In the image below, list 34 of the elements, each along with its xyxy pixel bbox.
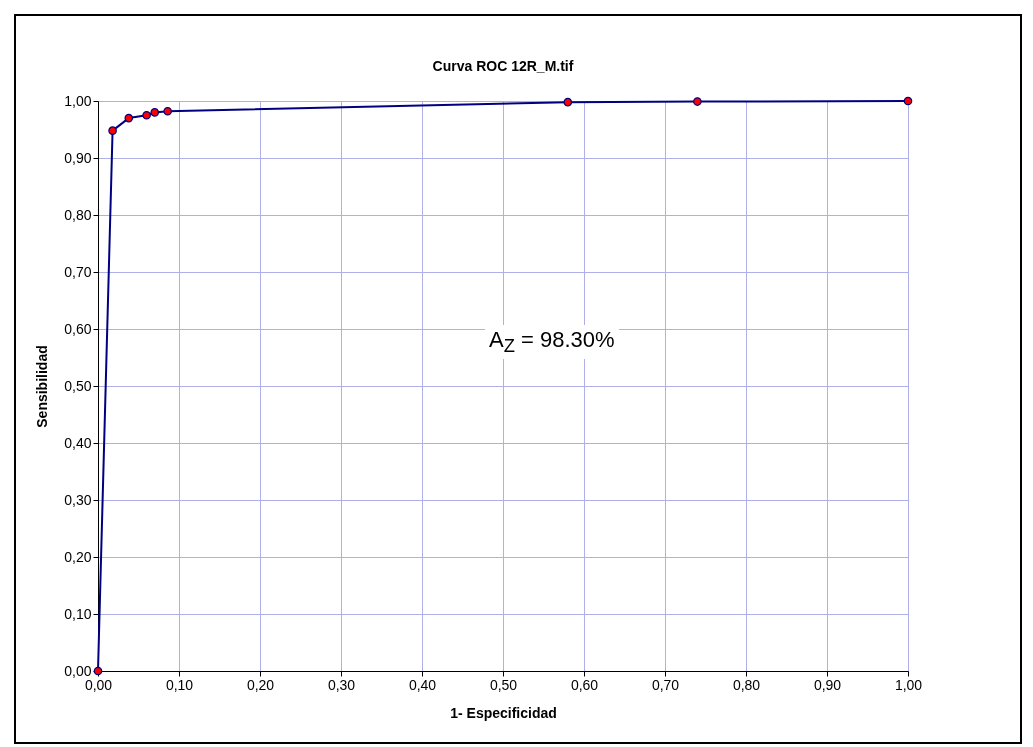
y-tick-label: 0,00 xyxy=(64,662,92,679)
y-tick-label: 0,30 xyxy=(64,491,92,508)
y-tick-label: 0,90 xyxy=(64,149,92,166)
y-tick-label: 0,50 xyxy=(64,377,92,394)
point xyxy=(163,106,172,116)
point xyxy=(108,126,117,135)
point xyxy=(124,113,134,123)
x-tick-label: 0,40 xyxy=(408,676,437,693)
x-tick-label: 0,20 xyxy=(246,676,275,693)
x-tick-label: 0,50 xyxy=(489,676,518,693)
y-tick-label: 0,80 xyxy=(64,206,92,223)
x-tick-label: 0,10 xyxy=(165,676,194,693)
x-axis-title: 1- Especificidad xyxy=(450,704,557,721)
point xyxy=(142,110,151,120)
x-tick-label: 0,60 xyxy=(570,676,599,693)
y-tick-label: 0,40 xyxy=(64,434,92,451)
y-tick-label: 0,10 xyxy=(64,605,92,622)
x-tick-label: 0,70 xyxy=(651,676,680,693)
point xyxy=(903,96,913,106)
x-tick-label: 0,90 xyxy=(813,676,842,693)
note-box: A$_{Z}$ = 98.30% xyxy=(485,325,619,360)
x-tick-label: 1,00 xyxy=(894,676,923,693)
chart-title: Curva ROC 12R_M.tif xyxy=(432,58,574,74)
y-tick-label: 0,60 xyxy=(64,320,92,337)
point xyxy=(150,108,160,117)
y-tick-label: 1,00 xyxy=(64,92,92,109)
x-tick-label: 0,00 xyxy=(84,676,113,693)
point xyxy=(563,97,573,107)
x-tick-label: 0,30 xyxy=(327,676,356,693)
point xyxy=(693,97,702,106)
y-tick-label: 0,20 xyxy=(64,548,92,565)
y-tick-label: 0,70 xyxy=(64,263,92,280)
y-axis-title: Sensibilidad xyxy=(34,345,51,428)
x-tick-label: 0,80 xyxy=(732,676,761,693)
